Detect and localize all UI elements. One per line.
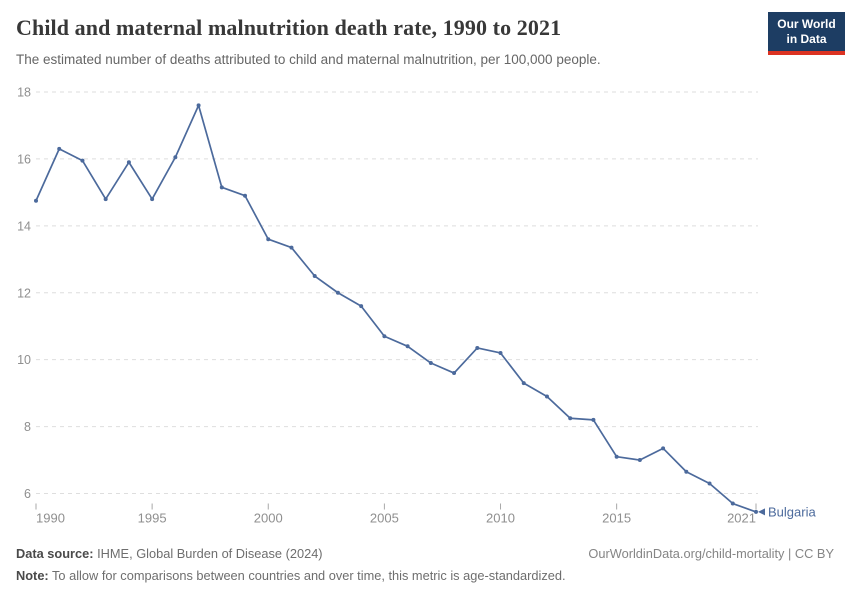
y-axis-label: 8 [24,420,31,434]
data-point[interactable] [428,361,433,366]
data-source-note: Data source: IHME, Global Burden of Dise… [16,546,323,562]
data-point[interactable] [359,304,364,309]
y-axis-label: 16 [17,152,31,166]
data-source-text: IHME, Global Burden of Disease (2024) [97,546,323,561]
data-point[interactable] [150,197,155,202]
data-point[interactable] [335,290,340,295]
chart-footer: Data source: IHME, Global Burden of Dise… [16,546,834,584]
x-axis-label: 2010 [486,511,515,526]
data-point[interactable] [568,416,573,421]
data-point[interactable] [196,103,201,108]
data-point[interactable] [637,458,642,463]
x-axis-label: 2015 [602,511,631,526]
data-point[interactable] [266,237,271,242]
data-point[interactable] [754,509,758,514]
data-point[interactable] [126,160,131,165]
data-point[interactable] [80,158,85,163]
x-axis-label: 2021 [727,511,756,526]
logo-line-2: in Data [786,32,827,46]
data-point[interactable] [684,469,689,474]
data-point[interactable] [521,381,526,386]
y-axis-label: 18 [17,86,31,100]
data-point[interactable] [103,197,108,202]
data-point[interactable] [34,198,38,203]
line-end-arrow-icon [758,508,765,516]
chart-subtitle: The estimated number of deaths attribute… [16,52,601,67]
data-point[interactable] [405,344,410,349]
data-point[interactable] [498,350,503,355]
page-title: Child and maternal malnutrition death ra… [16,15,562,40]
data-point[interactable] [591,417,596,422]
data-point[interactable] [382,334,387,339]
logo-line-1: Our World [777,17,836,31]
footnote-label: Note: [16,568,49,583]
data-point[interactable] [707,481,712,486]
citation-link[interactable]: OurWorldinData.org/child-mortality | CC … [588,546,834,561]
y-axis-label: 6 [24,487,31,501]
y-axis-label: 14 [17,219,31,233]
footnote: Note: To allow for comparisons between c… [16,568,834,584]
line-chart[interactable]: 6 8 10 12 14 16 18 1990 1995 2000 2005 2010 2015 2021… [0,85,850,545]
data-point[interactable] [312,274,317,279]
data-point[interactable] [289,245,294,250]
x-axis-label: 2005 [370,511,399,526]
x-axis-label: 2000 [254,511,283,526]
data-point[interactable] [544,394,549,399]
x-axis-label: 1990 [36,511,65,526]
data-point[interactable] [219,185,224,190]
data-point[interactable] [661,446,666,451]
data-line[interactable] [35,104,757,513]
x-axis-label: 1995 [138,511,167,526]
owid-logo[interactable]: Our World in Data [768,12,845,55]
data-point[interactable] [475,345,480,350]
y-axis-label: 12 [17,286,31,300]
data-source-label: Data source: [16,546,94,561]
data-point[interactable] [730,501,735,506]
series-label[interactable]: Bulgaria [768,504,816,519]
data-point[interactable] [173,155,178,160]
footnote-text: To allow for comparisons between countri… [52,568,566,583]
data-point[interactable] [243,193,248,198]
data-point[interactable] [614,454,619,459]
y-axis-label: 10 [17,353,31,367]
data-point[interactable] [452,371,457,376]
data-point[interactable] [57,146,62,151]
